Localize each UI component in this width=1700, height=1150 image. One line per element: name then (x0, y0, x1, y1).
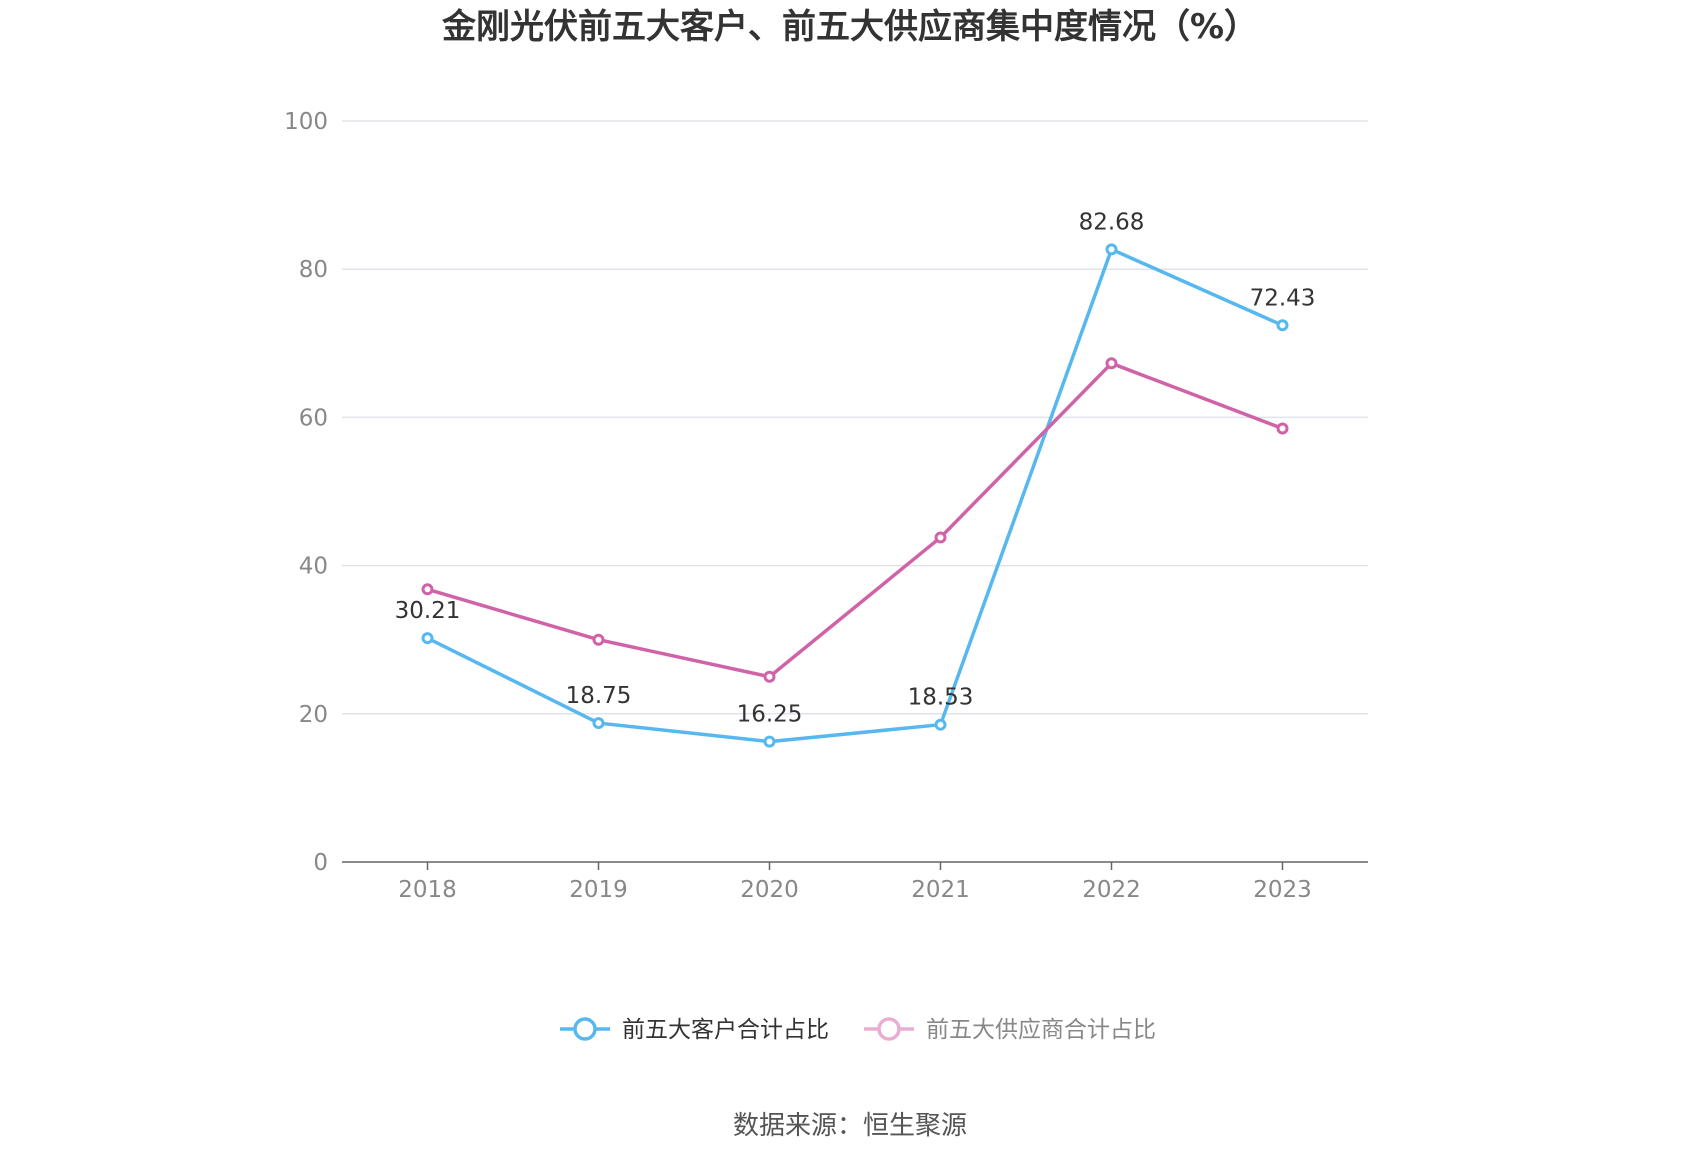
data-label: 18.75 (566, 683, 632, 709)
y-axis: 0 20 40 60 80 100 (284, 109, 328, 876)
data-point[interactable] (421, 583, 434, 596)
y-tick-label: 40 (299, 554, 328, 580)
legend-item-2[interactable]: 前五大供应商合计占比 (864, 1017, 1156, 1043)
data-point[interactable] (763, 670, 776, 683)
y-tick-label: 60 (299, 405, 328, 431)
data-label: 18.53 (908, 685, 974, 711)
data-point[interactable] (1105, 357, 1118, 370)
data-label: 30.21 (395, 598, 461, 624)
legend-item-1[interactable]: 前五大客户合计占比 (560, 1017, 829, 1043)
data-label: 72.43 (1250, 285, 1316, 311)
data-point[interactable] (1105, 243, 1118, 256)
legend-marker-icon (573, 1017, 597, 1041)
series-1: 30.21 18.75 16.25 18.53 82.68 72.43 (395, 209, 1316, 748)
series-2 (421, 357, 1289, 683)
data-label: 82.68 (1079, 209, 1145, 235)
data-label: 16.25 (737, 702, 803, 728)
series-line (426, 247, 1284, 744)
data-point[interactable] (763, 735, 776, 748)
data-point[interactable] (1276, 319, 1289, 332)
x-tick-label: 2019 (569, 877, 628, 903)
series-group: 30.21 18.75 16.25 18.53 82.68 72.43 (395, 209, 1316, 748)
x-tick-label: 2018 (398, 877, 457, 903)
y-tick-label: 100 (284, 109, 328, 135)
chart-title: 金刚光伏前五大客户、前五大供应商集中度情况（%） (441, 7, 1258, 47)
legend[interactable]: 前五大客户合计占比 前五大供应商合计占比 (560, 1017, 1156, 1043)
x-tick-label: 2023 (1253, 877, 1312, 903)
legend-marker-icon (877, 1017, 901, 1041)
y-tick-label: 0 (313, 850, 328, 876)
data-source: 数据来源：恒生聚源 (733, 1111, 967, 1141)
x-tick-label: 2020 (740, 877, 799, 903)
data-point[interactable] (421, 632, 434, 645)
y-tick-label: 80 (299, 257, 328, 283)
data-point[interactable] (1276, 422, 1289, 435)
data-point[interactable] (934, 531, 947, 544)
y-tick-label: 20 (299, 702, 328, 728)
legend-label: 前五大供应商合计占比 (926, 1017, 1156, 1043)
x-axis: 2018 2019 2020 2021 2022 2023 (342, 861, 1368, 903)
x-tick-label: 2021 (911, 877, 970, 903)
data-point[interactable] (934, 718, 947, 731)
series-line (427, 361, 1284, 679)
x-tick-label: 2022 (1082, 877, 1141, 903)
data-point[interactable] (592, 633, 605, 646)
legend-label: 前五大客户合计占比 (622, 1017, 829, 1043)
grid-lines (342, 120, 1368, 715)
data-point[interactable] (592, 717, 605, 730)
